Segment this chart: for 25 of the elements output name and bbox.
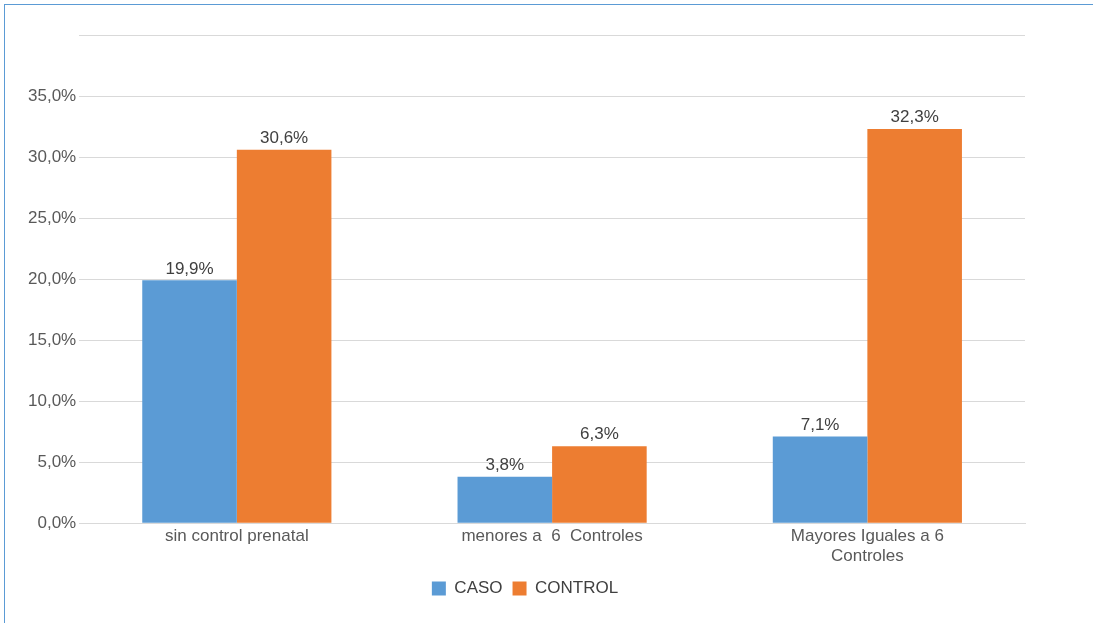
legend-label: CASO	[454, 578, 503, 598]
y-tick-label: 10,0%	[28, 390, 77, 410]
y-tick-label: 20,0%	[28, 268, 77, 288]
y-tick-label: 35,0%	[28, 85, 77, 105]
legend-label: CONTROL	[535, 578, 619, 598]
x-tick-label: Mayores Iguales a 6 Controles	[790, 526, 944, 566]
data-label: 30,6%	[260, 127, 309, 147]
bar	[236, 149, 332, 523]
x-tick-label: menores a 6 Controles	[461, 526, 643, 546]
bar	[142, 280, 237, 523]
x-tick-label: sin control prenatal	[165, 526, 309, 546]
bar	[457, 476, 553, 523]
data-label: 6,3%	[580, 424, 619, 444]
data-label: 32,3%	[890, 107, 939, 127]
data-label: 3,8%	[485, 455, 525, 475]
y-tick-label: 5,0%	[37, 451, 77, 471]
y-tick-label: 25,0%	[28, 207, 77, 227]
y-tick-label: 15,0%	[28, 329, 77, 349]
y-tick-label: 30,0%	[28, 146, 77, 166]
bar	[772, 436, 868, 523]
bar	[867, 128, 962, 523]
data-label: 7,1%	[800, 414, 840, 434]
data-label: 19,9%	[165, 258, 214, 278]
bar	[552, 446, 647, 523]
y-tick-label: 0,0%	[37, 512, 77, 532]
